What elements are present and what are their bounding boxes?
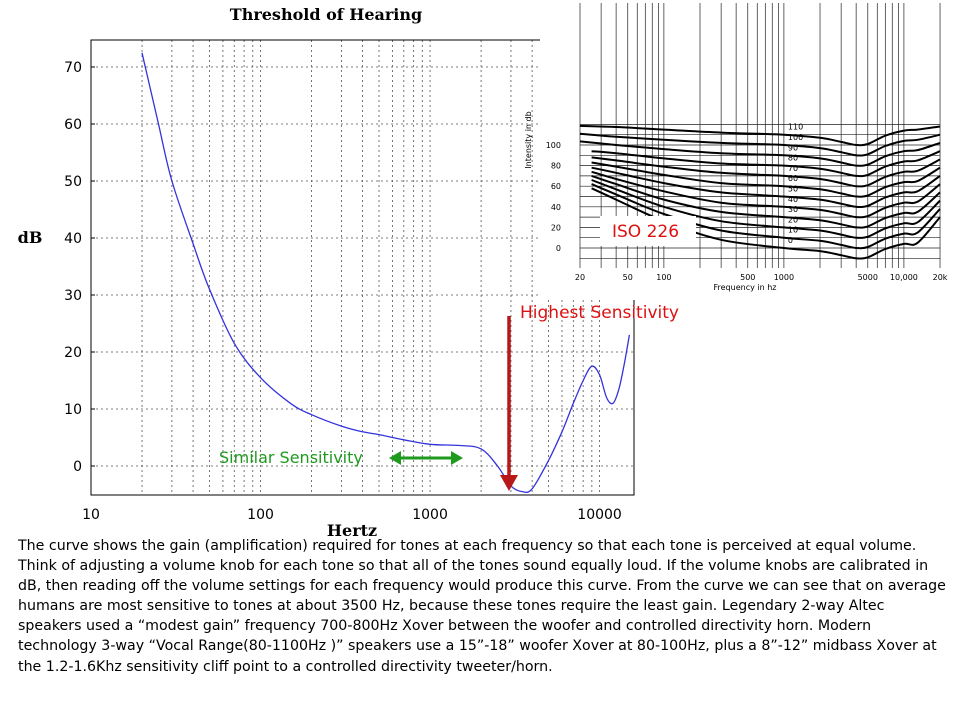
y-tick-label: 30 — [64, 288, 82, 304]
arrowhead-down — [500, 475, 518, 491]
x-tick-label: 10000 — [577, 507, 622, 523]
highest-sensitivity-label: Highest Sensitivity — [520, 303, 679, 323]
y-axis-label: dB — [18, 228, 43, 247]
iso-phon-curve — [579, 124, 941, 147]
iso-grid — [579, 3, 941, 268]
iso-phon-curve — [579, 132, 941, 157]
x-tick-label: 100 — [247, 507, 274, 523]
iso-phon-curve — [591, 166, 941, 209]
x-tick-label: 1000 — [412, 507, 448, 523]
iso-curve-label: 60 — [788, 174, 798, 183]
iso-curve-label: 100 — [788, 133, 803, 142]
iso-y-tick-label: 80 — [551, 162, 561, 171]
arrowhead-left — [389, 451, 401, 465]
iso-x-axis-label: Frequency in hz — [714, 283, 777, 292]
iso-x-tick-label: 50 — [623, 273, 633, 282]
y-tick-label: 50 — [64, 174, 82, 190]
iso-y-tick-label: 40 — [551, 203, 561, 212]
iso-curve-label: 70 — [788, 164, 798, 173]
x-axis-label: Hertz — [327, 521, 377, 540]
iso-curve-label: 50 — [788, 185, 798, 194]
y-tick-label: 40 — [64, 231, 82, 247]
iso-label-box — [600, 216, 696, 246]
iso-phon-curve — [591, 183, 941, 250]
y-tick-label: 70 — [64, 60, 82, 76]
iso-curve-label: 30 — [788, 205, 798, 214]
iso-x-tick-label: 20 — [575, 273, 585, 282]
iso-phon-curve — [591, 161, 941, 198]
iso-y-tick-label: 20 — [551, 223, 561, 232]
iso-226-label: ISO 226 — [612, 222, 679, 242]
iso-y-tick-label: 60 — [551, 182, 561, 191]
iso-phon-curve — [591, 179, 941, 239]
iso-phon-curve — [591, 174, 941, 229]
iso-y-tick-label: 0 — [556, 244, 561, 253]
chart-title: Threshold of Hearing — [230, 5, 422, 24]
iso-x-tick-label: 20k — [933, 273, 948, 282]
iso-curve-label: 80 — [788, 154, 798, 163]
iso-x-tick-label: 5000 — [858, 273, 878, 282]
iso-phon-curve — [579, 140, 941, 167]
y-tick-label: 20 — [64, 345, 82, 361]
iso-phon-curve — [591, 170, 941, 219]
iso-background — [540, 0, 960, 300]
iso-curve-label: 20 — [788, 215, 798, 224]
iso-curve-label: 90 — [788, 143, 798, 152]
iso-curve-label: 40 — [788, 195, 798, 204]
iso-x-tick-label: 100 — [656, 273, 671, 282]
arrowhead-right — [451, 451, 463, 465]
iso-phon-curve — [591, 156, 941, 188]
iso-x-tick-label: 10,000 — [890, 273, 918, 282]
iso-x-tick-label: 1000 — [774, 273, 794, 282]
y-tick-label: 10 — [64, 402, 82, 418]
iso-x-tick-label: 500 — [740, 273, 755, 282]
threshold-curve — [141, 52, 631, 493]
x-tick-label: 10 — [82, 507, 100, 523]
y-tick-label: 60 — [64, 117, 82, 133]
y-tick-label: 0 — [73, 459, 82, 475]
caption-text: The curve shows the gain (amplification)… — [18, 538, 946, 675]
iso-y-tick-label: 100 — [546, 141, 561, 150]
iso-curve-label: 110 — [788, 123, 803, 132]
iso-phon-curve — [591, 150, 941, 178]
iso-curve-label: 10 — [788, 226, 798, 235]
similar-sensitivity-label: Similar Sensitivity — [219, 448, 363, 467]
iso-y-axis-label: Intensity in db — [524, 111, 533, 168]
iso-curve-label: 0 — [788, 236, 793, 245]
